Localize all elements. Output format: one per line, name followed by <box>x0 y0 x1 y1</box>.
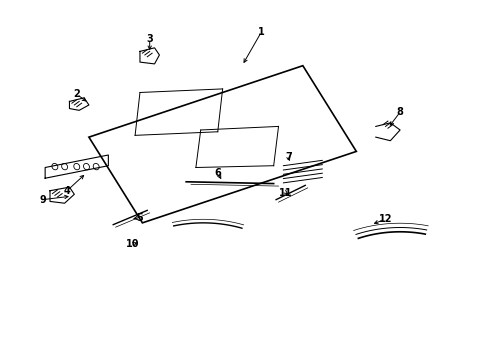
Text: 9: 9 <box>39 195 46 204</box>
Text: 3: 3 <box>146 34 153 44</box>
Text: 11: 11 <box>279 188 292 198</box>
Text: 4: 4 <box>63 186 70 196</box>
Text: 2: 2 <box>73 89 80 99</box>
Text: 10: 10 <box>126 239 139 249</box>
Text: 8: 8 <box>396 107 403 117</box>
Text: 7: 7 <box>285 152 291 162</box>
Text: 6: 6 <box>214 168 221 178</box>
Text: 1: 1 <box>258 27 264 37</box>
Text: 5: 5 <box>136 212 143 222</box>
Text: 12: 12 <box>378 214 391 224</box>
